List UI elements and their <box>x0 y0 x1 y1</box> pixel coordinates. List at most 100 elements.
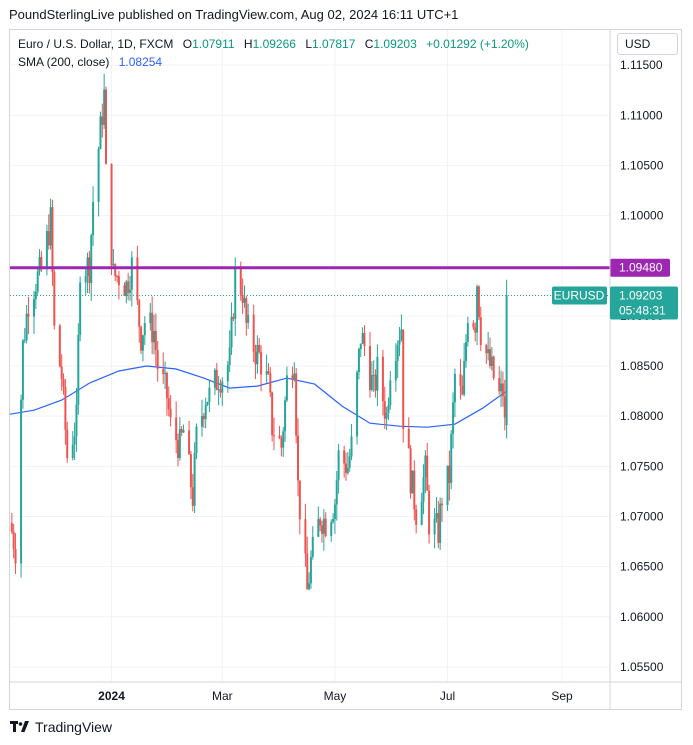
time-tick-label: Mar <box>212 689 233 703</box>
candle-body <box>105 89 107 164</box>
time-tick-label: Jul <box>440 689 455 703</box>
candle-body <box>350 436 353 457</box>
candle-body <box>58 325 61 367</box>
candle-body <box>278 435 281 439</box>
candle-body <box>357 348 360 373</box>
candle-body <box>38 257 41 272</box>
candle-body <box>317 519 320 537</box>
candle-body <box>14 549 17 564</box>
candle-body <box>385 413 388 419</box>
candle-body <box>204 404 207 420</box>
candle-body <box>84 275 87 283</box>
candle-body <box>234 267 237 319</box>
candle-body <box>241 294 244 303</box>
candle-body <box>433 518 436 535</box>
candle-body <box>407 429 410 449</box>
candle-body <box>345 463 347 473</box>
price-tick-label: 1.06000 <box>620 610 664 624</box>
candle-body <box>182 430 185 433</box>
candle-body <box>428 490 431 535</box>
candle-body <box>441 503 443 506</box>
candle-body <box>346 467 349 473</box>
candle-body <box>20 399 23 564</box>
candle-body <box>269 373 272 393</box>
candle-body <box>221 381 224 393</box>
candle-body <box>463 360 466 395</box>
candle-body <box>167 398 170 410</box>
candle-body <box>25 313 28 341</box>
candle-body <box>348 456 351 468</box>
candle-body <box>437 513 440 543</box>
candle-body <box>88 257 91 284</box>
candle-body <box>143 323 146 336</box>
candle-body <box>60 366 63 380</box>
candle-body <box>322 518 325 534</box>
candle-body <box>381 356 384 402</box>
candle-body <box>273 435 275 437</box>
open-value: 1.07911 <box>192 37 235 51</box>
change-value: +0.01292 (+1.20%) <box>426 37 529 51</box>
candle-body <box>47 231 50 246</box>
candle-body <box>206 402 209 405</box>
candle-body <box>97 148 100 203</box>
low-key: L <box>305 37 312 51</box>
candle-body <box>271 392 274 436</box>
sma-value: 1.08254 <box>118 55 163 69</box>
candle-body <box>501 383 504 397</box>
candle-body <box>258 344 261 353</box>
candle-body <box>298 480 301 520</box>
candle-body <box>165 372 168 399</box>
candle-body <box>306 553 309 590</box>
candle-body <box>450 433 453 483</box>
candle-body <box>51 207 54 273</box>
candle-body <box>136 257 139 301</box>
candle-body <box>230 316 233 348</box>
candle-body <box>394 360 397 381</box>
candle-body <box>387 405 390 414</box>
candle-body <box>308 583 311 590</box>
candles[interactable] <box>10 73 508 591</box>
candle-body <box>411 470 414 494</box>
time-tick-label: 2024 <box>98 689 125 703</box>
candle-body <box>226 365 229 382</box>
candle-body <box>92 202 95 236</box>
candle-body <box>343 450 346 464</box>
candle-body <box>363 333 366 347</box>
candle-body <box>361 333 364 344</box>
symbol-tag-label: EURUSD <box>554 289 605 303</box>
candle-body <box>151 312 154 343</box>
candle-body <box>101 116 104 125</box>
currency-button[interactable]: USD <box>617 33 678 55</box>
candle-body <box>243 298 246 303</box>
resistance-line[interactable]: 1.09480 <box>10 258 670 277</box>
candle-body <box>141 335 144 351</box>
price-tick-label: 1.10000 <box>620 209 664 223</box>
sma-label: SMA (200, close) <box>18 55 110 69</box>
candle-body <box>208 387 211 403</box>
candle-body <box>27 313 30 317</box>
candle-body <box>53 272 56 326</box>
ohlc-row: Euro / U.S. Dollar, 1D, FXCM O1.07911 H1… <box>18 35 535 53</box>
candle-body <box>62 379 65 387</box>
candle-body <box>73 436 76 445</box>
candle-body <box>45 231 48 270</box>
candle-body <box>398 340 401 345</box>
footer-brand[interactable]: TradingView <box>10 719 112 735</box>
price-tick-label: 1.08000 <box>620 409 664 423</box>
candle-body <box>295 373 298 436</box>
candle-body <box>156 349 159 369</box>
candle-body <box>415 509 418 525</box>
candle-body <box>256 344 259 365</box>
price-tick-label: 1.05500 <box>620 660 664 674</box>
candle-body <box>297 435 299 481</box>
candle-body <box>267 371 270 374</box>
candle-body <box>116 275 119 277</box>
candle-body <box>439 503 442 543</box>
time-axis[interactable]: 2024 Mar May Jul Sep <box>10 681 682 703</box>
price-axis[interactable]: 1.115001.110001.105001.100001.090001.085… <box>609 30 664 709</box>
candle-body <box>485 345 488 354</box>
candle-body <box>396 344 399 361</box>
candle-body <box>465 342 467 361</box>
